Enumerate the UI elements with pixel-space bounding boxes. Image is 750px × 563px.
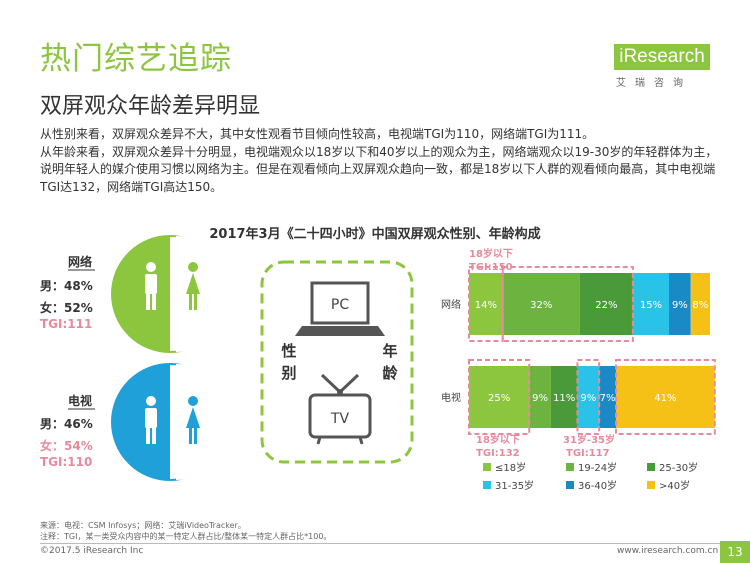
category-label: 电视 (441, 391, 461, 404)
bar-segment (550, 366, 578, 428)
data-label: 8% (692, 300, 708, 311)
center-panel-frame (260, 260, 414, 464)
legend-label: 25-30岁 (659, 461, 698, 474)
data-label: 11% (553, 393, 575, 404)
male-icon (145, 262, 157, 310)
site-url: www.iresearch.com.cn (617, 546, 719, 556)
footer-divider (40, 543, 740, 544)
legend-label: 36-40岁 (578, 479, 617, 492)
logo-sub: 艾瑞咨询 (616, 78, 692, 89)
data-label: 32% (530, 300, 552, 311)
annotation-bl-line1: 18岁以下 (476, 433, 520, 446)
legend-swatch (483, 481, 491, 489)
description: 从性别来看，双屏观众差异不大，其中女性观看节目倾向性较高，电视端TGI为110，… (40, 126, 720, 196)
tv-label: TV (330, 411, 350, 427)
highlight-box (468, 359, 531, 435)
age-char-1: 年 (382, 342, 397, 360)
pc-label: PC (331, 297, 349, 313)
gender-female-tv: 女：54% (40, 438, 93, 453)
legend-label: ≤18岁 (495, 461, 526, 474)
gender-male-net: 男：48% (40, 279, 93, 293)
female-icon (186, 262, 200, 310)
gender-male-tv: 男：46% (40, 417, 93, 431)
annotation-bl-line2: TGI:132 (476, 448, 520, 459)
legend-swatch (647, 463, 655, 471)
annotation-br-line2: TGI:117 (566, 448, 610, 459)
copyright: ©2017.5 iResearch Inc (40, 546, 144, 556)
male-icon (145, 396, 157, 444)
legend-label: 31-35岁 (495, 479, 534, 492)
gender-pie-net (111, 235, 234, 353)
tv-icon (308, 373, 372, 445)
legend-label: >40岁 (659, 479, 690, 492)
bar-segment (632, 273, 670, 335)
bar-segment (469, 273, 503, 335)
chart-legend: ≤18岁 19-24岁 25-30岁 31-35岁 36-40岁 >40岁 (483, 461, 698, 492)
highlight-box (576, 359, 601, 435)
data-label: 7% (600, 393, 616, 404)
description-gender: 从性别来看，双屏观众差异不大，其中女性观看节目倾向性较高，电视端TGI为110，… (40, 127, 595, 141)
legend-label: 19-24岁 (578, 461, 617, 474)
data-label: 9% (672, 300, 688, 311)
iresearch-logo: iResearch 艾瑞咨询 (612, 44, 712, 92)
page-title: 热门综艺追踪 (40, 41, 232, 77)
bar-segment (616, 366, 715, 428)
page-number: 13 (720, 541, 750, 563)
description-age: 从年龄来看，双屏观众差异十分明显，电视端观众以18岁以下和40岁以上的观众为主，… (40, 144, 718, 194)
female-icon (186, 396, 200, 444)
gender-female-net: 女：52% (40, 300, 93, 315)
bar-segment (469, 366, 530, 428)
data-label: 25% (488, 393, 510, 404)
annotation-top-line2: TGI:150 (469, 262, 513, 273)
data-label: 9% (580, 393, 596, 404)
legend-swatch (483, 463, 491, 471)
chart-title: 2017年3月《二十四小时》中国双屏观众性别、年龄构成 (209, 227, 541, 242)
highlight-box (501, 266, 634, 342)
data-label: 41% (654, 393, 676, 404)
page-subtitle: 双屏观众年龄差异明显 (40, 94, 261, 119)
gender-char-1: 性 (281, 342, 296, 360)
legend-swatch (566, 463, 574, 471)
bar-segment (502, 273, 580, 335)
bar-segment (690, 273, 710, 335)
legend-swatch (566, 481, 574, 489)
gender-tgi-tv: TGI:110 (40, 455, 92, 469)
laptop-icon (295, 281, 385, 336)
gender-tgi-net: TGI:111 (40, 317, 92, 331)
data-label: 14% (475, 300, 497, 311)
logo-text: iResearch (614, 44, 710, 70)
footer-note: 注释：TGI，某一类受众内容中的某一特定人群占比/整体某一特定人群占比*100。 (40, 532, 332, 541)
footer-source: 来源：电视：CSM Infosys；网络：艾瑞iVideoTracker。 (40, 521, 246, 530)
bar-segment (577, 366, 600, 428)
bar-segment (579, 273, 633, 335)
highlight-box (615, 359, 716, 435)
bar-segment (529, 366, 551, 428)
data-label: 9% (532, 393, 548, 404)
gender-char-2: 别 (280, 364, 296, 382)
bar-segment (599, 366, 617, 428)
gender-label-net: 网络 (68, 254, 92, 269)
data-label: 15% (640, 300, 662, 311)
data-label: 22% (595, 300, 617, 311)
age-char-2: 龄 (382, 364, 398, 382)
annotation-top-line1: 18岁以下 (469, 247, 513, 260)
stacked-bar-chart: 网络 14% 32% 22% 15% 9% 8% 电视 25% 9% 11% 9% 7% 41% (441, 266, 716, 435)
gender-label-tv: 电视 (68, 393, 92, 408)
annotation-br-line1: 31岁-35岁 (563, 433, 615, 446)
category-label: 网络 (441, 298, 461, 311)
legend-swatch (647, 481, 655, 489)
bar-segment (669, 273, 691, 335)
gender-pie-tv (111, 363, 234, 481)
highlight-box (468, 266, 504, 342)
